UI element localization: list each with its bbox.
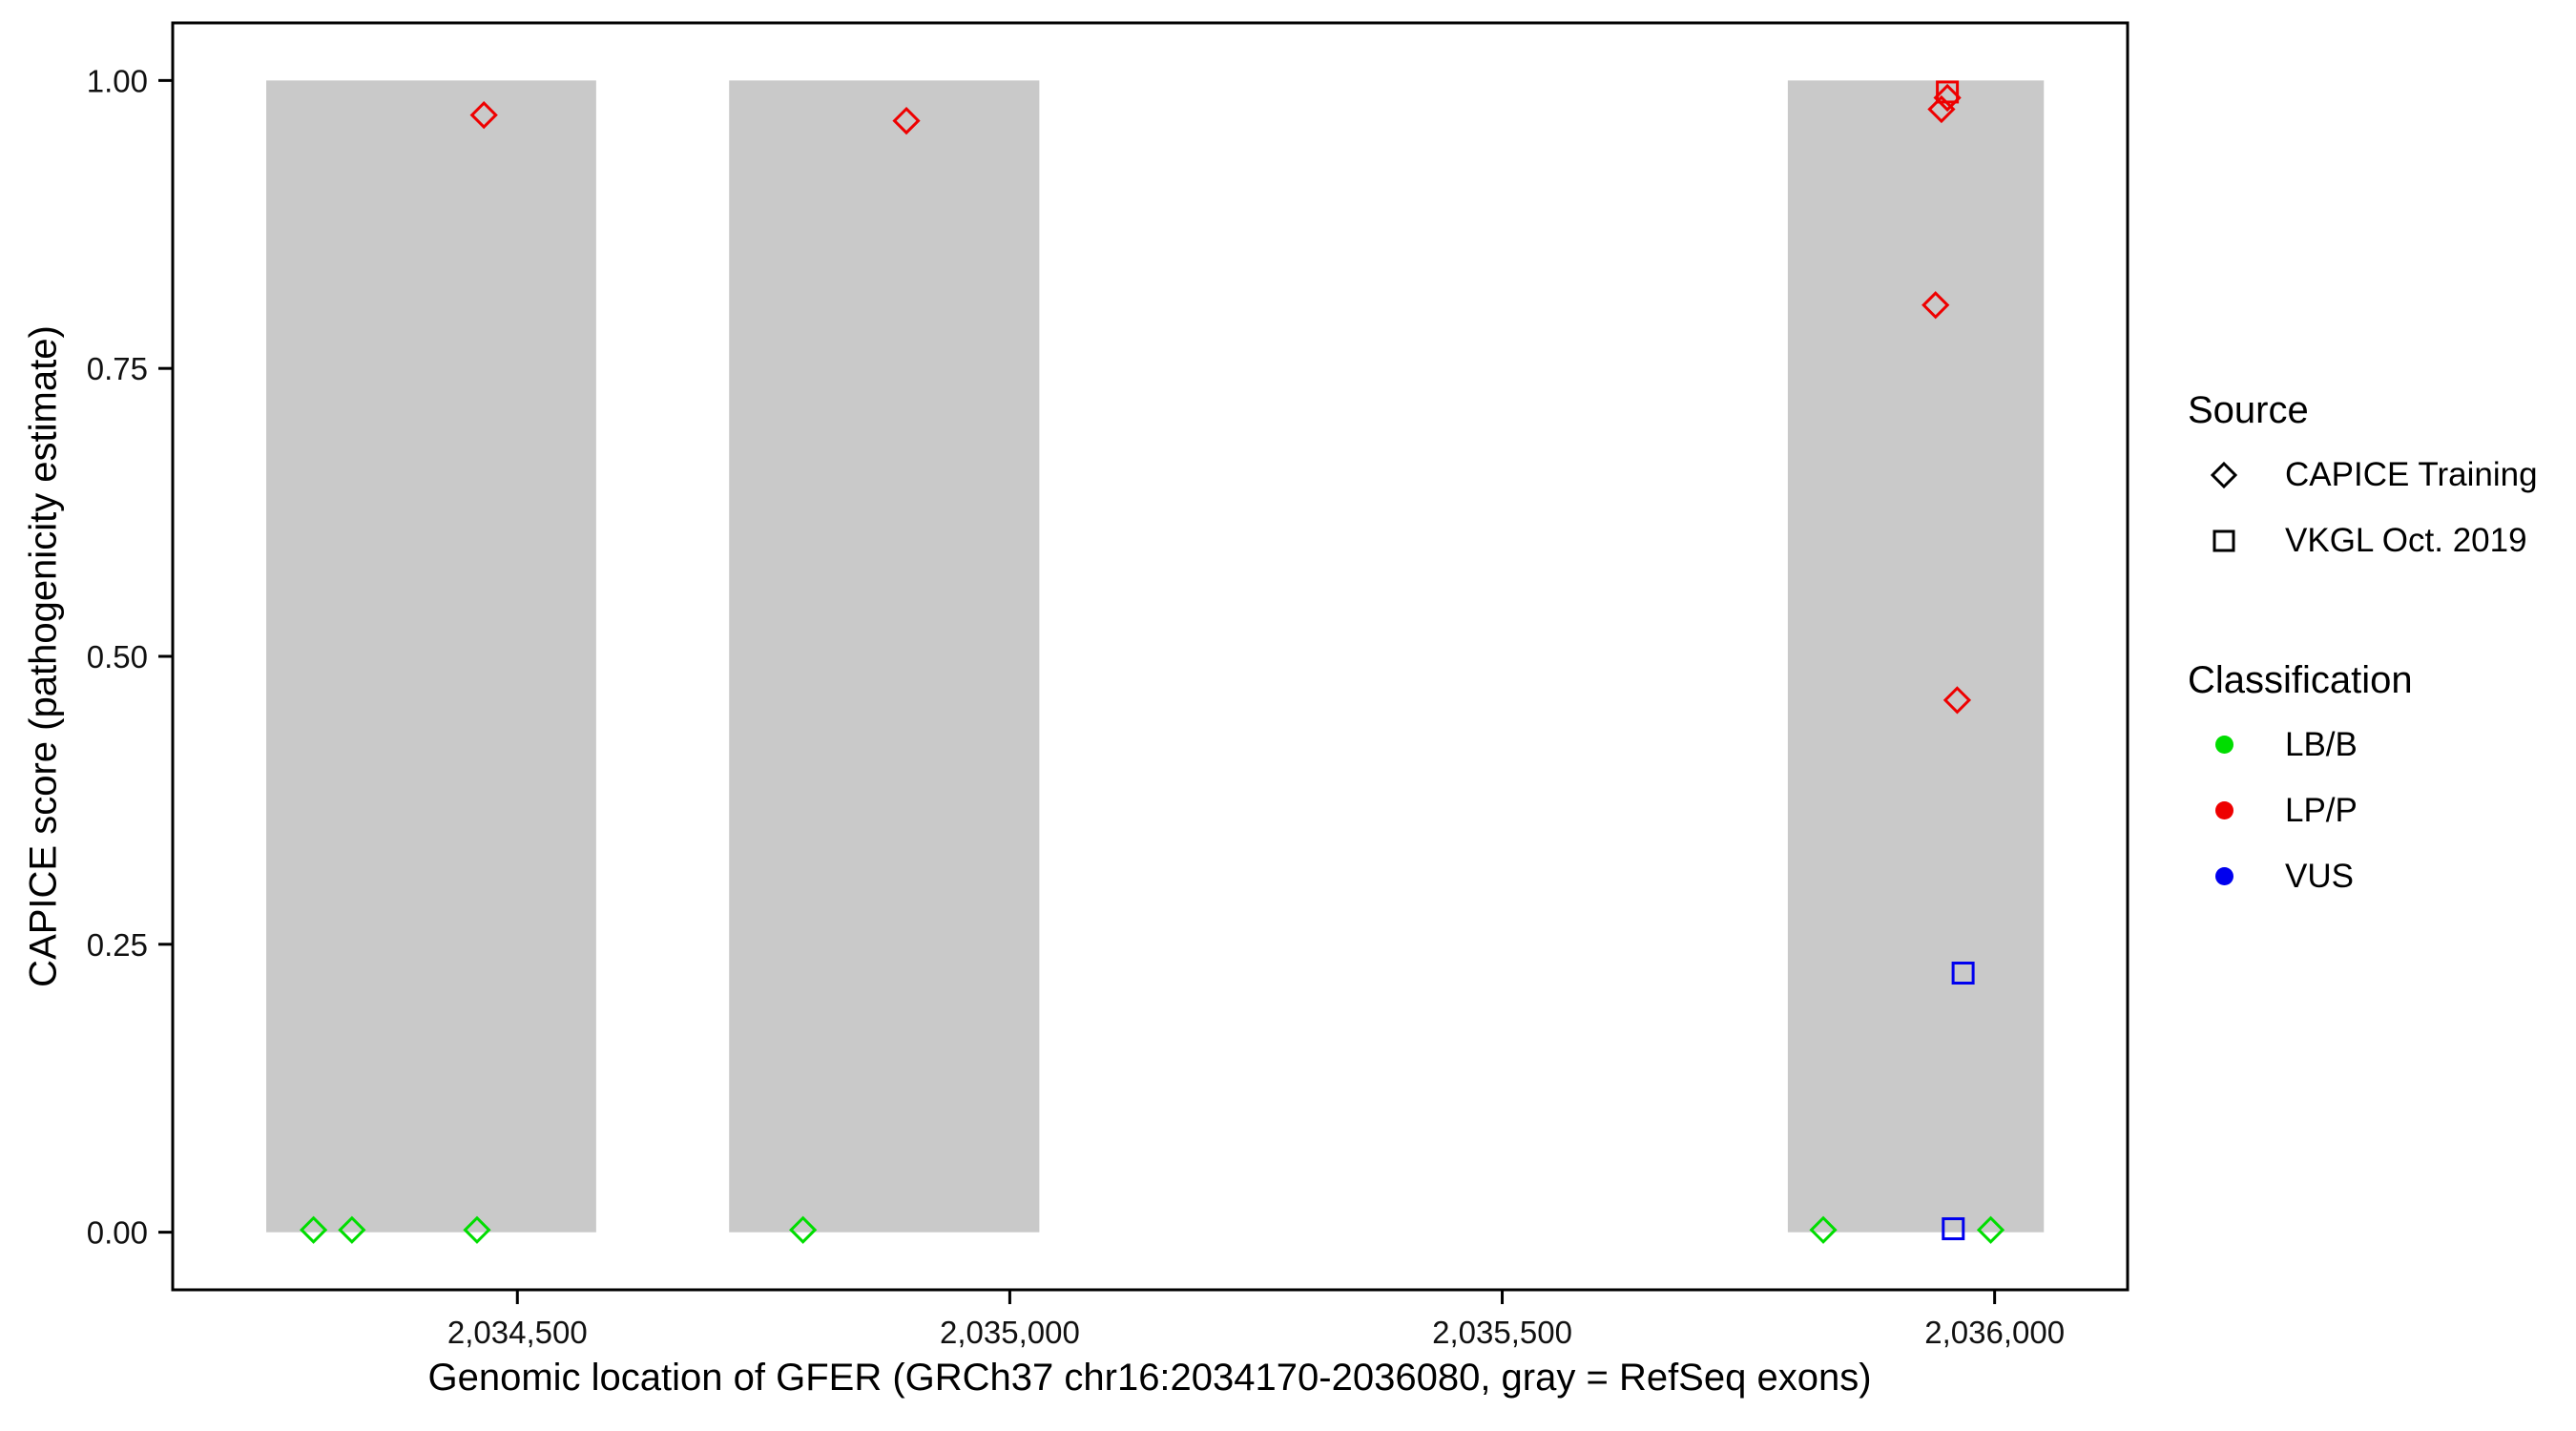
y-tick-label: 1.00 [87,63,148,98]
data-point-diamond [299,1215,328,1244]
legend-group-source: Source CAPICE Training VKGL Oct. 2019 [2188,389,2538,573]
legend-item-label: VKGL Oct. 2019 [2285,521,2527,559]
data-point-diamond [1976,1215,2005,1244]
data-point-diamond [338,1215,366,1244]
lp-p-color-dot-icon [2214,801,2233,819]
data-point-diamond [1933,83,1962,113]
diamond-key-shape [2210,461,2238,488]
data-point-diamond [789,1215,818,1244]
diamond-key-icon [2210,461,2238,488]
exon-rect [266,80,596,1233]
x-tick-label: 2,036,000 [1924,1315,2065,1350]
y-tick-label: 0.00 [87,1215,148,1251]
data-point-square [1942,1217,1965,1241]
data-point-square [1936,80,1960,104]
legend: Source CAPICE Training VKGL Oct. 2019 Cla… [2188,389,2538,909]
legend-item-lp-p: LP/P [2188,778,2538,843]
legend-item-vkgl-oct-2019: VKGL Oct. 2019 [2188,508,2538,573]
legend-source-title: Source [2188,389,2309,431]
legend-classification-items: LB/B LP/P VUS [2188,712,2538,909]
legend-item-capice-training: CAPICE Training [2188,442,2538,508]
square-key-icon [2212,529,2235,551]
data-point-diamond [469,100,498,130]
x-tick-label: 2,035,500 [1432,1315,1572,1350]
y-tick-label: 0.75 [87,351,148,386]
data-point-diamond [1942,686,1972,715]
y-tick-label: 0.25 [87,927,148,963]
legend-item-label: CAPICE Training [2285,455,2538,493]
y-axis-title: CAPICE score (pathogenicity estimate) [22,325,65,987]
legend-classification-title: Classification [2188,659,2413,701]
legend-key-box [2188,525,2260,557]
legend-item-label: LP/P [2285,791,2358,829]
legend-item-vus: VUS [2188,843,2538,909]
data-point-diamond [1809,1215,1838,1244]
data-point-diamond [1927,94,1956,124]
legend-key-box [2188,801,2260,819]
data-point-diamond [892,106,921,135]
legend-source-items: CAPICE Training VKGL Oct. 2019 [2188,442,2538,573]
legend-group-classification: Classification LB/B LP/P VUS [2188,659,2538,909]
legend-item-lb-b: LB/B [2188,712,2538,778]
data-point-square [1951,962,1975,985]
y-tick-label: 0.50 [87,639,148,674]
exon-rect [1787,80,2045,1233]
x-tick-label: 2,034,500 [447,1315,588,1350]
x-tick-label: 2,035,000 [940,1315,1080,1350]
exon-rect [729,80,1040,1233]
legend-item-label: LB/B [2285,725,2358,763]
x-axis-title: Genomic location of GFER (GRCh37 chr16:2… [427,1357,1872,1399]
lb-b-color-dot-icon [2214,736,2233,754]
legend-key-box [2188,459,2260,491]
data-point-diamond [463,1215,491,1244]
square-key-shape [2212,529,2235,551]
data-point-diamond [1922,291,1950,320]
legend-key-box [2188,736,2260,754]
legend-key-box [2188,867,2260,885]
vus-color-dot-icon [2214,867,2233,885]
legend-item-label: VUS [2285,857,2354,895]
